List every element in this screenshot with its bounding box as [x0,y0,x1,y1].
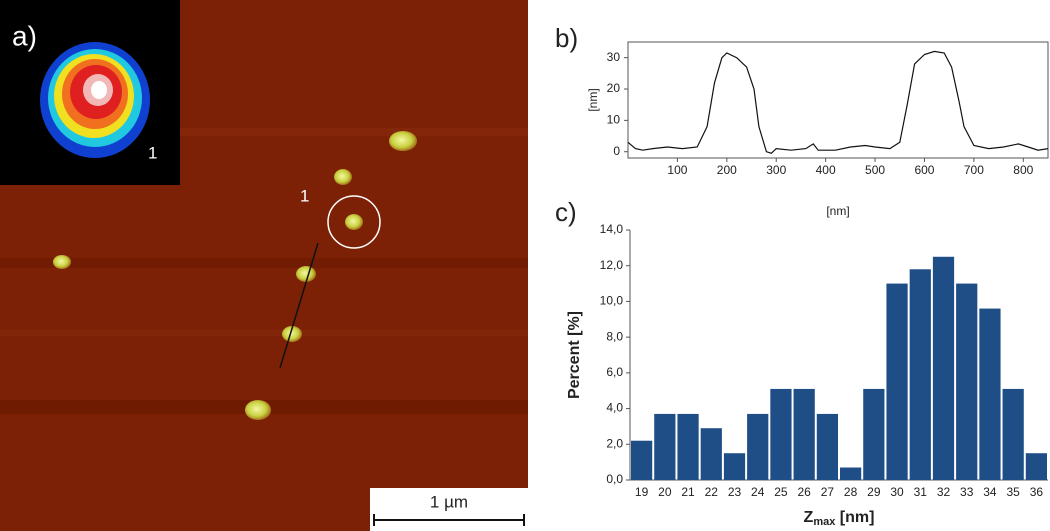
x-tick-label: 200 [717,163,737,177]
bar [886,283,908,480]
x-tick-label: 800 [1013,163,1033,177]
y-axis-label: [nm] [586,88,600,111]
bar [677,413,699,480]
x-tick-label: 700 [964,163,984,177]
x-tick-label: 300 [766,163,786,177]
x-tick-label: 22 [705,485,719,499]
x-tick-label: 21 [681,485,695,499]
inset-label: 1 [148,143,157,162]
afm-image: a) 1 1 1 µm [0,0,528,531]
y-tick-label: 2,0 [606,436,623,450]
y-tick-label: 4,0 [606,401,623,415]
y-tick-label: 14,0 [600,222,624,236]
x-tick-label: 27 [821,485,835,499]
bar [747,413,769,480]
x-tick-label: 24 [751,485,765,499]
y-tick-label: 0 [613,144,620,158]
x-tick-label: 32 [937,485,951,499]
x-tick-label: 30 [890,485,904,499]
x-axis-label-unit: [nm] [835,509,874,526]
bar [631,440,653,480]
x-tick-label: 23 [728,485,742,499]
x-tick-label: 33 [960,485,974,499]
y-tick-label: 6,0 [606,365,623,379]
bar [700,428,722,480]
x-axis-label-symbol: Z [804,509,814,526]
x-tick-label: 28 [844,485,858,499]
y-tick-label: 8,0 [606,329,623,343]
bar [956,283,978,480]
x-tick-label: 500 [865,163,885,177]
profile-line [627,50,1049,154]
bar [654,413,676,480]
y-tick-label: 30 [607,50,621,64]
panel-label: c) [555,197,577,227]
x-tick-label: 34 [983,485,997,499]
bar [840,467,862,480]
bar [932,256,955,480]
x-tick-label: 19 [635,485,649,499]
y-tick-label: 10,0 [600,294,624,308]
x-tick-label: 400 [816,163,836,177]
bar [793,388,815,480]
plot-frame [627,41,1049,159]
x-tick-label: 600 [914,163,934,177]
x-tick-label: 26 [797,485,811,499]
bar [1025,453,1047,480]
y-tick-label: 0,0 [606,472,623,486]
bar [723,453,746,480]
x-axis-label: [nm] [826,204,849,218]
bar [979,308,1001,480]
x-axis-label-subscript: max [813,516,836,528]
scale-bar-label: 1 µm [430,492,468,511]
particle-label: 1 [300,186,309,205]
x-tick-label: 35 [1006,485,1020,499]
bar [909,269,931,480]
bar [816,413,838,480]
y-tick-label: 20 [607,81,621,95]
x-axis-label: Zmax [nm] [804,509,875,528]
bar [1002,388,1024,480]
x-tick-label: 29 [867,485,881,499]
x-tick-label: 36 [1030,485,1044,499]
x-tick-label: 100 [667,163,687,177]
x-tick-label: 20 [658,485,672,499]
x-tick-label: 25 [774,485,788,499]
bar [770,388,792,480]
panel-label: a) [12,20,37,51]
y-tick-label: 12,0 [600,258,624,272]
panel-label: b) [555,23,578,53]
y-axis-label: Percent [%] [566,311,583,399]
y-tick-label: 10 [607,113,621,127]
bar [863,388,885,480]
x-tick-label: 31 [914,485,928,499]
